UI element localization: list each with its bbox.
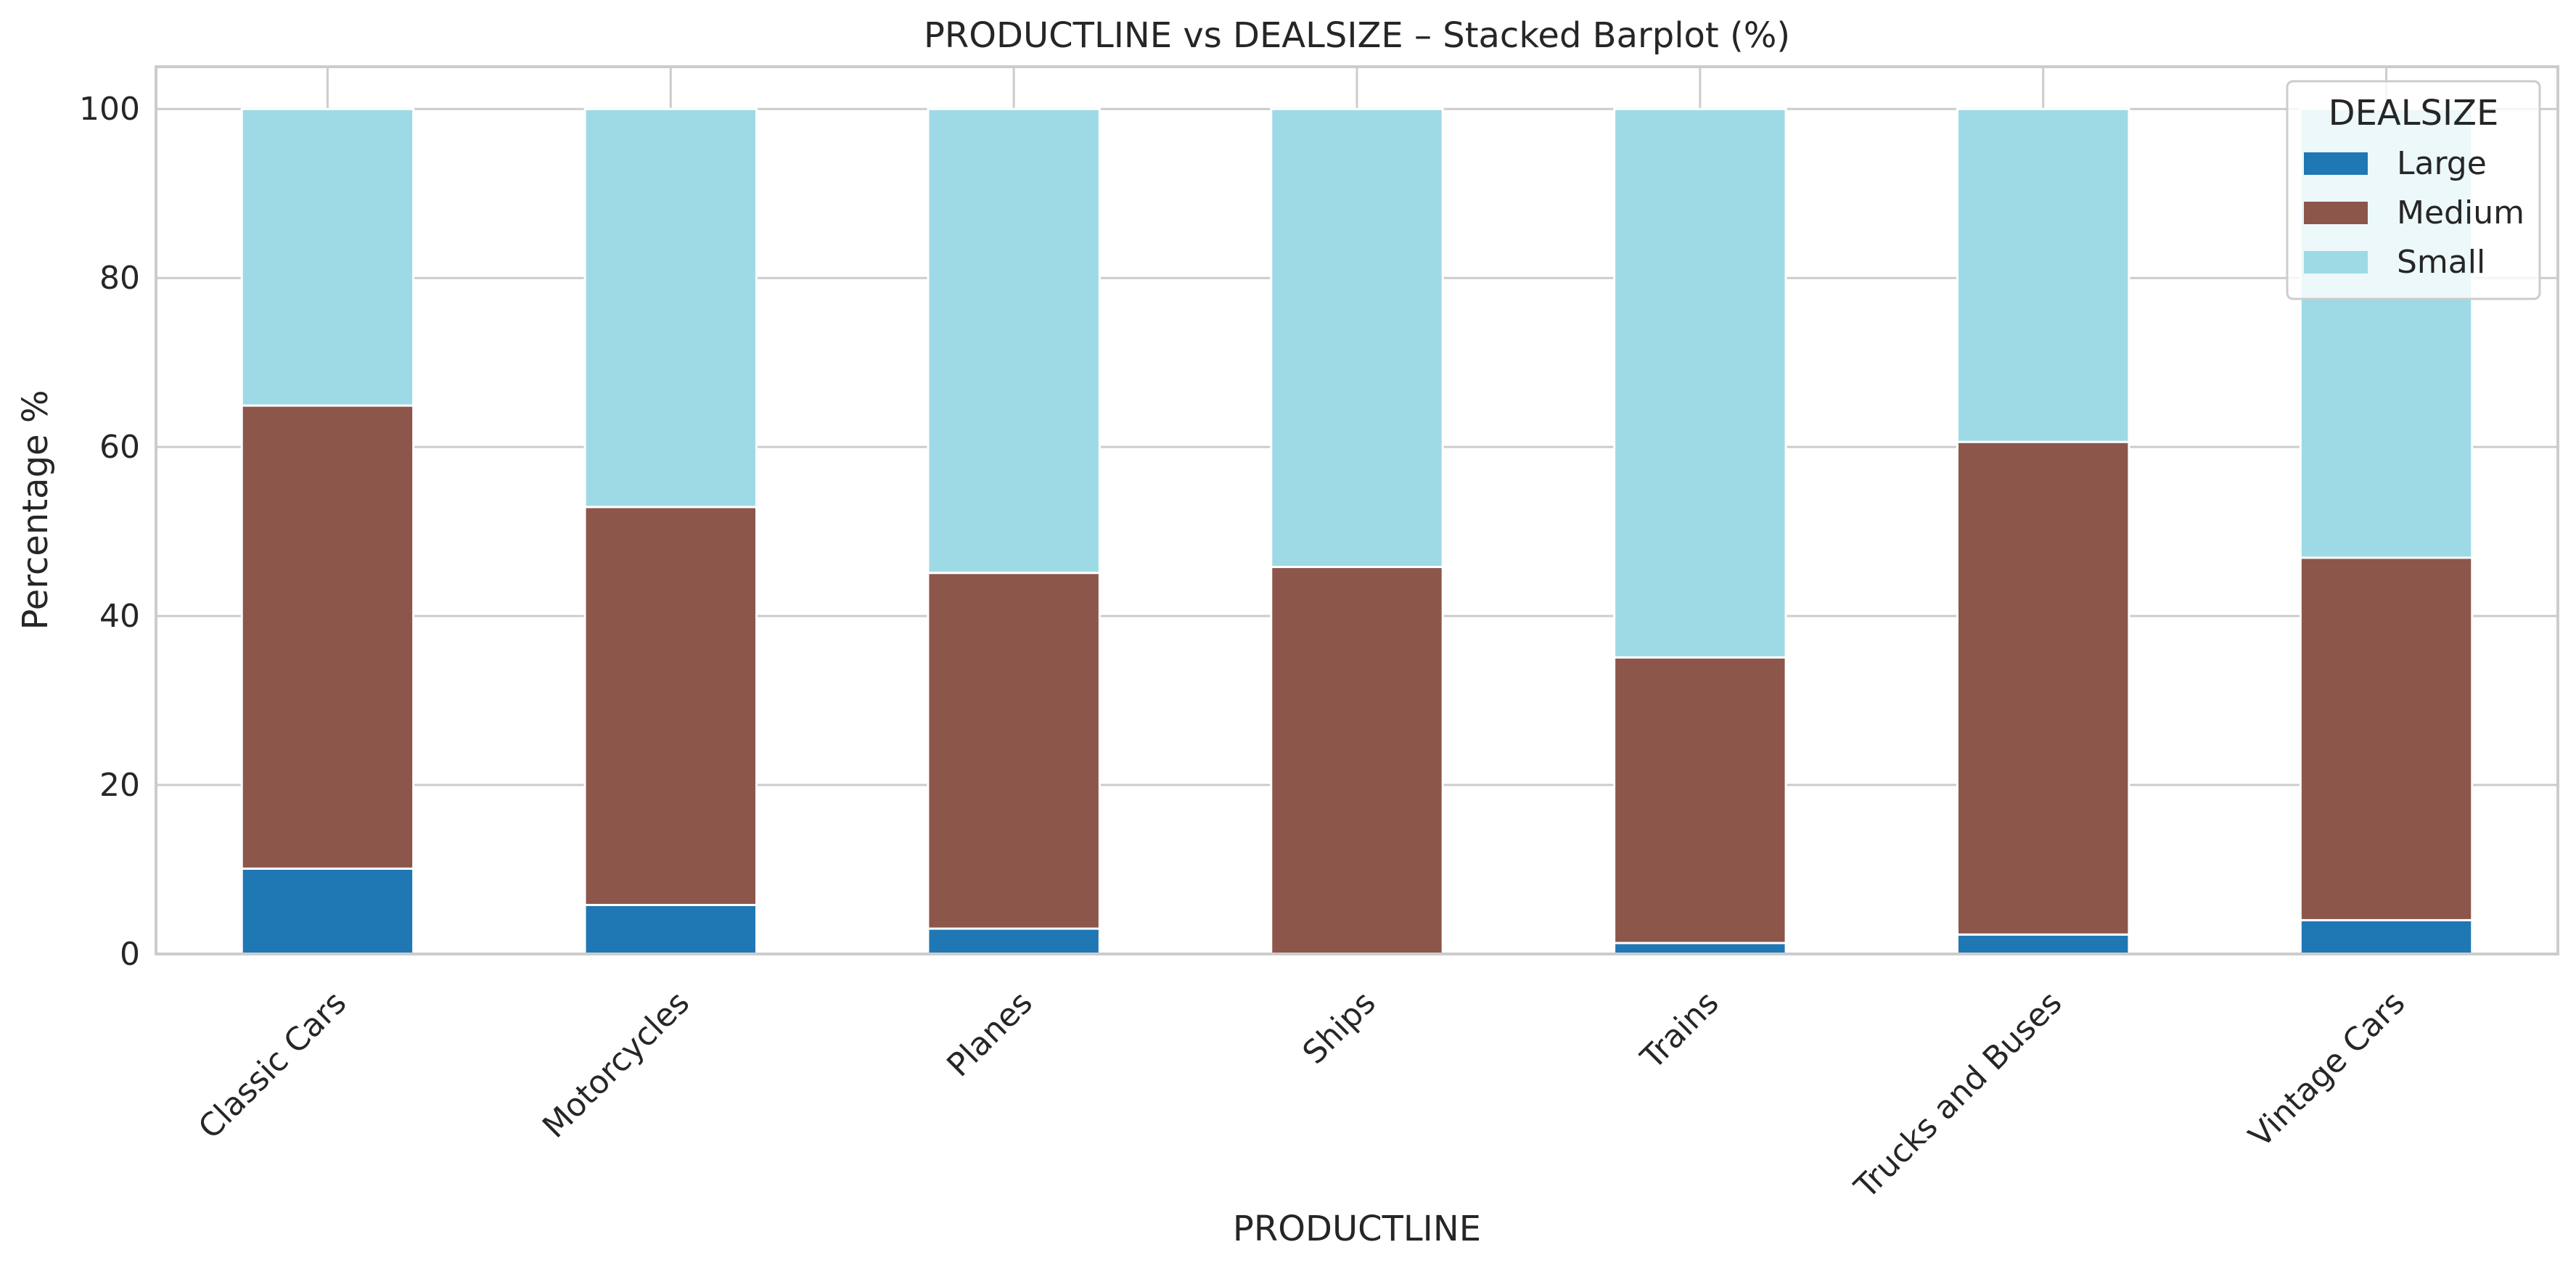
bar-segment-small — [583, 107, 758, 509]
x-tick-label: Planes — [940, 984, 1040, 1085]
bar-segment-large — [2299, 918, 2474, 955]
bar-segment-small — [927, 107, 1101, 575]
legend-swatch — [2304, 251, 2368, 273]
legend: DEALSIZE Large Medium Small — [2286, 80, 2541, 300]
axes-frame — [155, 65, 2559, 955]
bar-segment-medium — [240, 404, 415, 870]
bar-segment-medium — [1613, 656, 1787, 945]
bar-segment-large — [1613, 942, 1787, 955]
bar-segment-large — [240, 867, 415, 955]
x-tick-label: Vintage Cars — [2241, 984, 2412, 1155]
bar-segment-large — [1956, 933, 2130, 955]
y-tick-label: 40 — [99, 598, 140, 635]
x-tick-label: Ships — [1296, 984, 1383, 1071]
bar-segment-large — [927, 927, 1101, 955]
bar-segment-small — [240, 107, 415, 407]
bar-segment-small — [1270, 107, 1444, 569]
bar-segment-medium — [927, 572, 1101, 930]
y-tick-label: 80 — [99, 260, 140, 297]
x-axis-label: PRODUCTLINE — [1233, 1209, 1481, 1249]
bar-segment-medium — [583, 506, 758, 906]
x-tick-label: Classic Cars — [192, 984, 353, 1146]
bar-segment-small — [1956, 107, 2130, 443]
y-axis-label: Percentage % — [15, 390, 56, 630]
x-tick-label: Motorcycles — [536, 984, 697, 1145]
bars — [240, 107, 2474, 955]
y-axis: 0 20 40 60 80 100 — [79, 91, 140, 973]
x-tick-label: Trucks and Buses — [1847, 984, 2070, 1206]
legend-item-label: Large — [2397, 145, 2487, 182]
legend-item-label: Medium — [2397, 194, 2524, 231]
y-tick-label: 100 — [79, 91, 140, 128]
bar-segment-large — [583, 903, 758, 955]
legend-swatch — [2304, 152, 2368, 175]
bar-segment-medium — [1956, 440, 2130, 936]
y-tick-label: 0 — [120, 936, 140, 973]
x-axis: Classic Cars Motorcycles Planes Ships Trains… — [192, 984, 2412, 1206]
y-tick-label: 20 — [99, 767, 140, 804]
legend-title: DEALSIZE — [2329, 93, 2499, 133]
x-tick-label: Trains — [1633, 984, 1726, 1077]
y-tick-label: 60 — [99, 429, 140, 466]
legend-item-label: Small — [2397, 244, 2485, 281]
bar-segment-medium — [1270, 566, 1444, 955]
bar-segment-small — [1613, 107, 1787, 659]
legend-frame — [2286, 80, 2541, 300]
legend-swatch — [2304, 202, 2368, 224]
bar-segment-medium — [2299, 556, 2474, 921]
chart-title: PRODUCTLINE vs DEALSIZE – Stacked Barplo… — [924, 15, 1790, 56]
